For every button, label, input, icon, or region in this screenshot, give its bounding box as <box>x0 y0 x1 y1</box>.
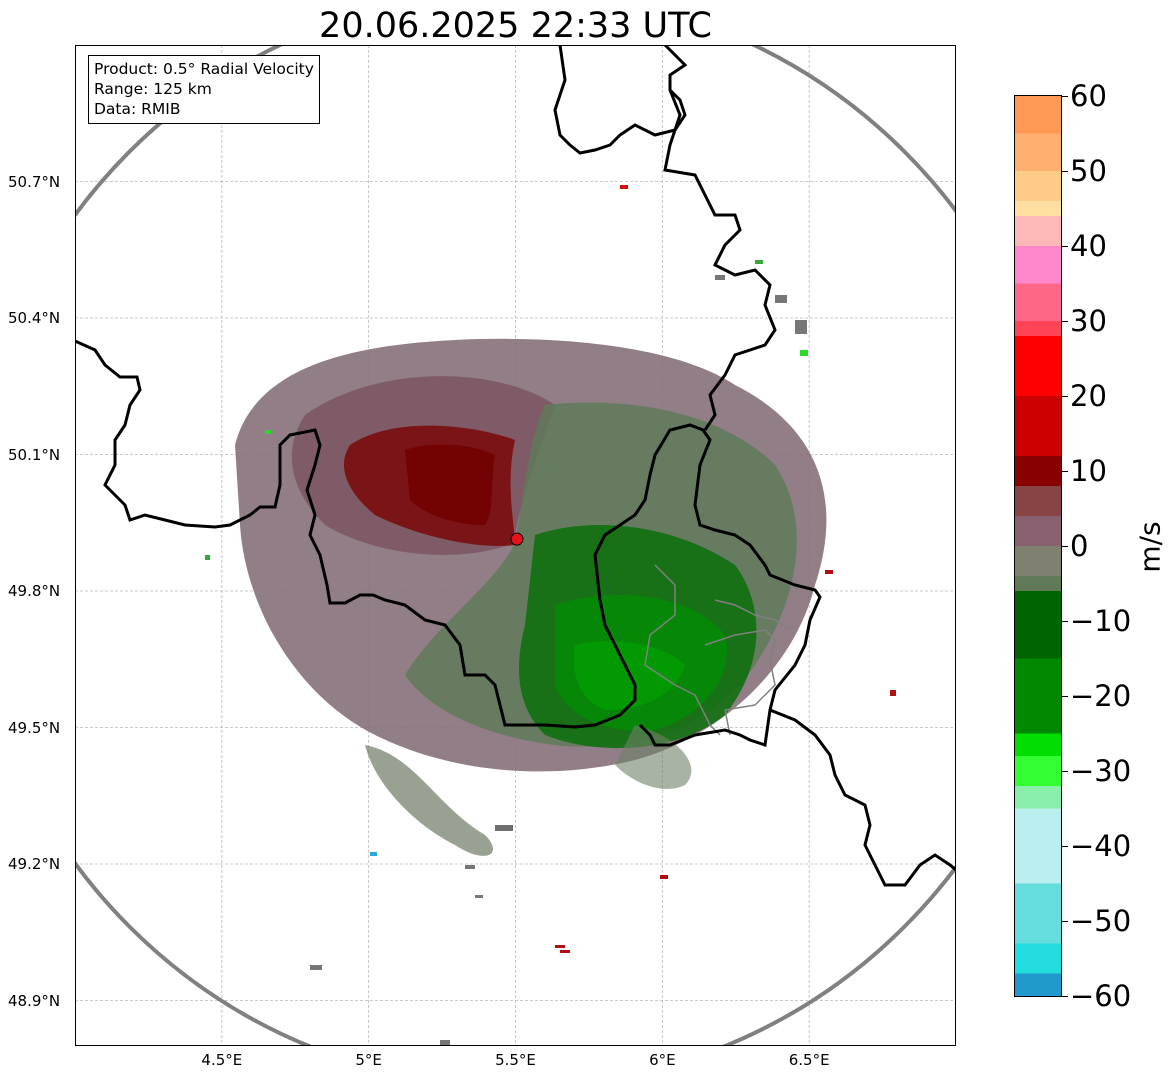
colorbar-band <box>1015 321 1061 337</box>
colorbar-band <box>1015 486 1061 517</box>
lat-tick-label: 49.2°N <box>8 855 61 873</box>
colorbar-tick-label: 10 <box>1070 454 1107 488</box>
colorbar-tick-label: −40 <box>1070 829 1132 863</box>
colorbar-tick-label: −50 <box>1070 904 1132 938</box>
lon-tick-label: 6°E <box>649 1051 676 1069</box>
colorbar-tick <box>1062 546 1068 547</box>
lat-tick-label: 49.5°N <box>8 718 61 737</box>
colorbar-band <box>1015 546 1061 577</box>
colorbar-gradient <box>1015 96 1061 996</box>
colorbar-tick <box>1062 396 1068 397</box>
colorbar-band <box>1015 756 1061 787</box>
data-source-text: Data: RMIB <box>94 100 181 118</box>
colorbar-band <box>1015 171 1061 202</box>
lon-tick-label: 5°E <box>355 1051 382 1069</box>
lon-tick-label: 4.5°E <box>201 1051 243 1069</box>
colorbar-band <box>1015 883 1061 944</box>
lon-tick-label: 6.5°E <box>788 1051 830 1069</box>
lon-tick-label: 5.5°E <box>495 1051 536 1069</box>
colorbar <box>1014 95 1062 997</box>
colorbar-band <box>1015 943 1061 974</box>
colorbar-tick <box>1062 921 1068 922</box>
map-title: 20.06.2025 22:33 UTC <box>319 6 712 46</box>
colorbar-tick-label: 50 <box>1070 154 1107 188</box>
colorbar-tick <box>1062 621 1068 622</box>
colorbar-band <box>1015 786 1061 809</box>
colorbar-tick <box>1062 696 1068 697</box>
product-info-box: Product: 0.5° Radial Velocity Range: 125… <box>88 55 320 124</box>
colorbar-tick-label: −10 <box>1070 604 1132 638</box>
colorbar-tick <box>1062 471 1068 472</box>
radar-site-marker[interactable] <box>510 532 524 546</box>
colorbar-tick-label: 60 <box>1070 79 1107 113</box>
lat-tick-label: 49.8°N <box>8 582 61 600</box>
radar-speckles <box>205 185 896 1046</box>
colorbar-tick-label: −30 <box>1070 754 1132 788</box>
colorbar-band <box>1015 96 1061 134</box>
colorbar-band <box>1015 133 1061 172</box>
radar-map-svg <box>75 45 956 1046</box>
lat-tick-label: 48.9°N <box>8 991 61 1010</box>
colorbar-band <box>1015 591 1061 659</box>
lat-tick-label: 50.1°N <box>8 445 61 464</box>
colorbar-band <box>1015 456 1061 487</box>
colorbar-tick-label: 20 <box>1070 379 1107 413</box>
colorbar-band <box>1015 216 1061 247</box>
colorbar-band <box>1015 516 1061 547</box>
colorbar-band <box>1015 283 1061 322</box>
lat-tick-label: 50.7°N <box>8 172 61 191</box>
colorbar-band <box>1015 576 1061 592</box>
colorbar-tick <box>1062 321 1068 322</box>
colorbar-band <box>1015 336 1061 397</box>
colorbar-tick-label: 40 <box>1070 229 1107 263</box>
colorbar-band <box>1015 808 1061 884</box>
colorbar-tick-label: −60 <box>1070 979 1132 1013</box>
regional-borders <box>644 564 791 736</box>
colorbar-band <box>1015 246 1061 284</box>
product-text: Product: 0.5° Radial Velocity <box>94 60 314 78</box>
colorbar-tick-label: 30 <box>1070 304 1107 338</box>
colorbar-tick <box>1062 171 1068 172</box>
range-text: Range: 125 km <box>94 80 212 98</box>
radar-echo-field <box>205 185 896 1046</box>
colorbar-tick-label: −20 <box>1070 679 1132 713</box>
colorbar-unit-label: m/s <box>1133 521 1167 573</box>
country-borders <box>75 45 956 887</box>
colorbar-tick <box>1062 771 1068 772</box>
colorbar-tick <box>1062 846 1068 847</box>
colorbar-tick <box>1062 996 1068 997</box>
lat-tick-label: 50.4°N <box>8 309 61 327</box>
colorbar-band <box>1015 733 1061 757</box>
colorbar-band <box>1015 201 1061 217</box>
colorbar-band <box>1015 973 1061 996</box>
colorbar-tick-label: 0 <box>1070 529 1089 563</box>
map-frame-border <box>75 45 956 1046</box>
colorbar-tick <box>1062 246 1068 247</box>
radar-map[interactable] <box>75 45 956 1046</box>
colorbar-tick <box>1062 96 1068 97</box>
colorbar-band <box>1015 658 1061 734</box>
colorbar-band <box>1015 396 1061 457</box>
